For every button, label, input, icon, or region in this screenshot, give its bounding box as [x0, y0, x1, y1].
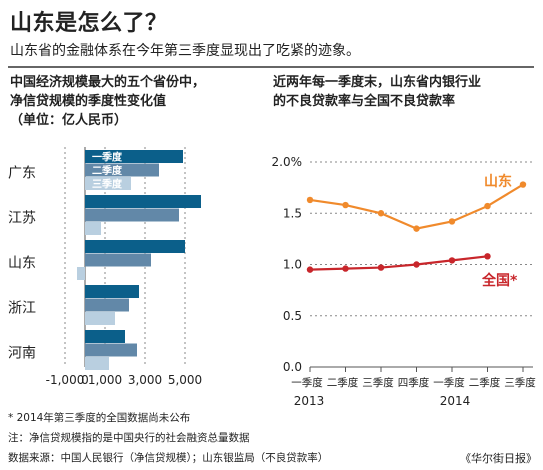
line-x-tick-label: 四季度 [398, 376, 430, 389]
bar-河南-三季度 [85, 357, 109, 370]
line-series-label: 山东 [484, 173, 512, 190]
line-y-tick-label: 2.0% [272, 155, 303, 169]
line-x-tick-label: 二季度 [327, 376, 359, 389]
line-y-tick-label: 1.0 [283, 258, 302, 272]
line-x-tick-label: 三季度 [504, 376, 536, 389]
line-point-全国* [413, 261, 420, 268]
line-y-tick-label: 0.5 [283, 309, 302, 323]
page-subtitle: 山东省的金融体系在今年第三季度显现出了吃紧的迹象。 [10, 43, 360, 59]
header-divider [8, 66, 534, 68]
bar-江苏-三季度 [85, 222, 101, 235]
bar-浙江-三季度 [85, 312, 115, 325]
bar-legend-label: 二季度 [92, 164, 123, 177]
data-source: 数据来源：中国人民银行（净信贷规模）；山东银监局（不良贷款率） [8, 452, 329, 464]
bar-广东-一季度 [85, 150, 183, 163]
line-point-全国* [377, 264, 385, 271]
line-x-tick-label: 三季度 [362, 376, 394, 389]
bar-江苏-二季度 [85, 208, 179, 222]
right-chart-title-line-2: 的不良贷款率与全国不良贷款率 [273, 94, 456, 109]
bar-x-tick-label: -1,000 [46, 373, 85, 387]
page-title: 山东是怎么了？ [10, 11, 168, 36]
line-x-tick-label: 一季度 [433, 376, 465, 389]
line-point-全国* [306, 266, 314, 273]
footnote-national-data: * 2014年第三季度的全国数据尚未公布 [8, 412, 191, 424]
line-series-山东 [309, 183, 524, 230]
line-point-全国* [484, 253, 491, 260]
line-point-山东 [342, 201, 349, 209]
bar-x-tick-label: 3,000 [128, 373, 162, 387]
line-point-山东 [448, 218, 456, 225]
left-chart-title-line-2: 净信贷规模的季度性变化值 [10, 94, 167, 109]
bar-山东-二季度 [85, 253, 151, 267]
line-point-山东 [377, 210, 385, 217]
bar-x-tick-label: 0 [81, 373, 89, 387]
left-chart-title-line-3: （单位：亿人民币） [10, 113, 128, 128]
bar-江苏-一季度 [85, 195, 201, 208]
bar-x-tick-label: 1,000 [88, 373, 122, 387]
line-point-山东 [306, 196, 314, 204]
bar-category-label: 山东 [8, 255, 36, 271]
line-point-山东 [519, 181, 527, 188]
line-series-label: 全国* [481, 272, 518, 289]
bar-x-tick-label: 5,000 [168, 373, 202, 387]
right-chart-title-line-1: 近两年每一季度末，山东省内银行业 [273, 75, 482, 90]
line-series-全国* [309, 255, 488, 271]
line-point-山东 [413, 225, 420, 232]
line-y-tick-label: 0.0 [283, 360, 302, 374]
left-chart-title-line-1: 中国经济规模最大的五个省份中， [10, 75, 206, 90]
footnote-definition: 注：净信贷规模指的是中国央行的社会融资总量数据 [8, 432, 250, 444]
bar-河南-一季度 [85, 330, 125, 343]
bar-legend-label: 三季度 [92, 178, 123, 191]
bar-category-label: 广东 [8, 165, 36, 181]
line-x-tick-label: 二季度 [469, 376, 501, 389]
bar-山东-一季度 [85, 240, 185, 253]
bar-浙江-二季度 [85, 298, 129, 312]
bar-广东-二季度 [85, 163, 159, 177]
bar-category-label: 浙江 [8, 300, 36, 316]
bar-category-label: 江苏 [8, 210, 36, 226]
line-y-tick-label: 1.5 [283, 206, 302, 220]
publisher-credit: 《华尔街日报》 [460, 452, 537, 465]
bar-浙江-一季度 [85, 285, 139, 298]
line-point-全国* [342, 265, 349, 272]
bar-山东-三季度 [77, 267, 85, 280]
bar-category-label: 河南 [8, 345, 36, 361]
line-year-label: 2013 [294, 394, 325, 408]
line-point-全国* [448, 257, 456, 264]
bar-河南-二季度 [85, 343, 137, 357]
bar-广东-三季度 [85, 177, 131, 190]
line-x-tick-label: 一季度 [291, 376, 323, 389]
line-point-山东 [484, 202, 491, 210]
bar-legend-label: 一季度 [92, 151, 123, 164]
line-year-label: 2014 [440, 394, 471, 408]
